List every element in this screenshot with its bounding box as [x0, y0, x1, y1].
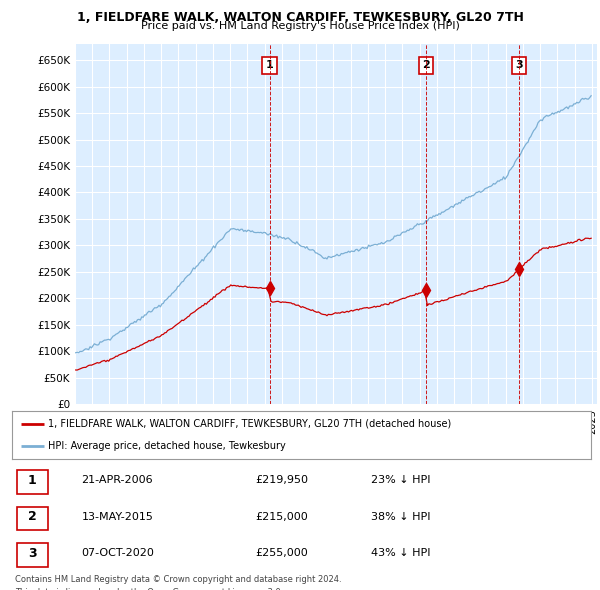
- Text: 07-OCT-2020: 07-OCT-2020: [82, 548, 154, 558]
- Text: 21-APR-2006: 21-APR-2006: [82, 475, 153, 485]
- Text: HPI: Average price, detached house, Tewkesbury: HPI: Average price, detached house, Tewk…: [49, 441, 286, 451]
- Text: 43% ↓ HPI: 43% ↓ HPI: [371, 548, 430, 558]
- FancyBboxPatch shape: [17, 543, 49, 566]
- Text: Price paid vs. HM Land Registry's House Price Index (HPI): Price paid vs. HM Land Registry's House …: [140, 21, 460, 31]
- Text: Contains HM Land Registry data © Crown copyright and database right 2024.: Contains HM Land Registry data © Crown c…: [15, 575, 341, 584]
- Text: 38% ↓ HPI: 38% ↓ HPI: [371, 512, 430, 522]
- Text: 3: 3: [28, 547, 37, 560]
- Text: 2: 2: [28, 510, 37, 523]
- Text: £255,000: £255,000: [255, 548, 308, 558]
- Text: 2: 2: [422, 60, 430, 70]
- Text: 1, FIELDFARE WALK, WALTON CARDIFF, TEWKESBURY, GL20 7TH (detached house): 1, FIELDFARE WALK, WALTON CARDIFF, TEWKE…: [49, 419, 452, 429]
- Text: 1, FIELDFARE WALK, WALTON CARDIFF, TEWKESBURY, GL20 7TH: 1, FIELDFARE WALK, WALTON CARDIFF, TEWKE…: [77, 11, 523, 24]
- Text: This data is licensed under the Open Government Licence v3.0.: This data is licensed under the Open Gov…: [15, 588, 283, 590]
- Text: £219,950: £219,950: [255, 475, 308, 485]
- Text: 1: 1: [266, 60, 274, 70]
- Text: £215,000: £215,000: [255, 512, 308, 522]
- FancyBboxPatch shape: [17, 507, 49, 530]
- Text: 13-MAY-2015: 13-MAY-2015: [82, 512, 154, 522]
- Text: 3: 3: [515, 60, 523, 70]
- FancyBboxPatch shape: [17, 470, 49, 493]
- Text: 23% ↓ HPI: 23% ↓ HPI: [371, 475, 430, 485]
- Text: 1: 1: [28, 474, 37, 487]
